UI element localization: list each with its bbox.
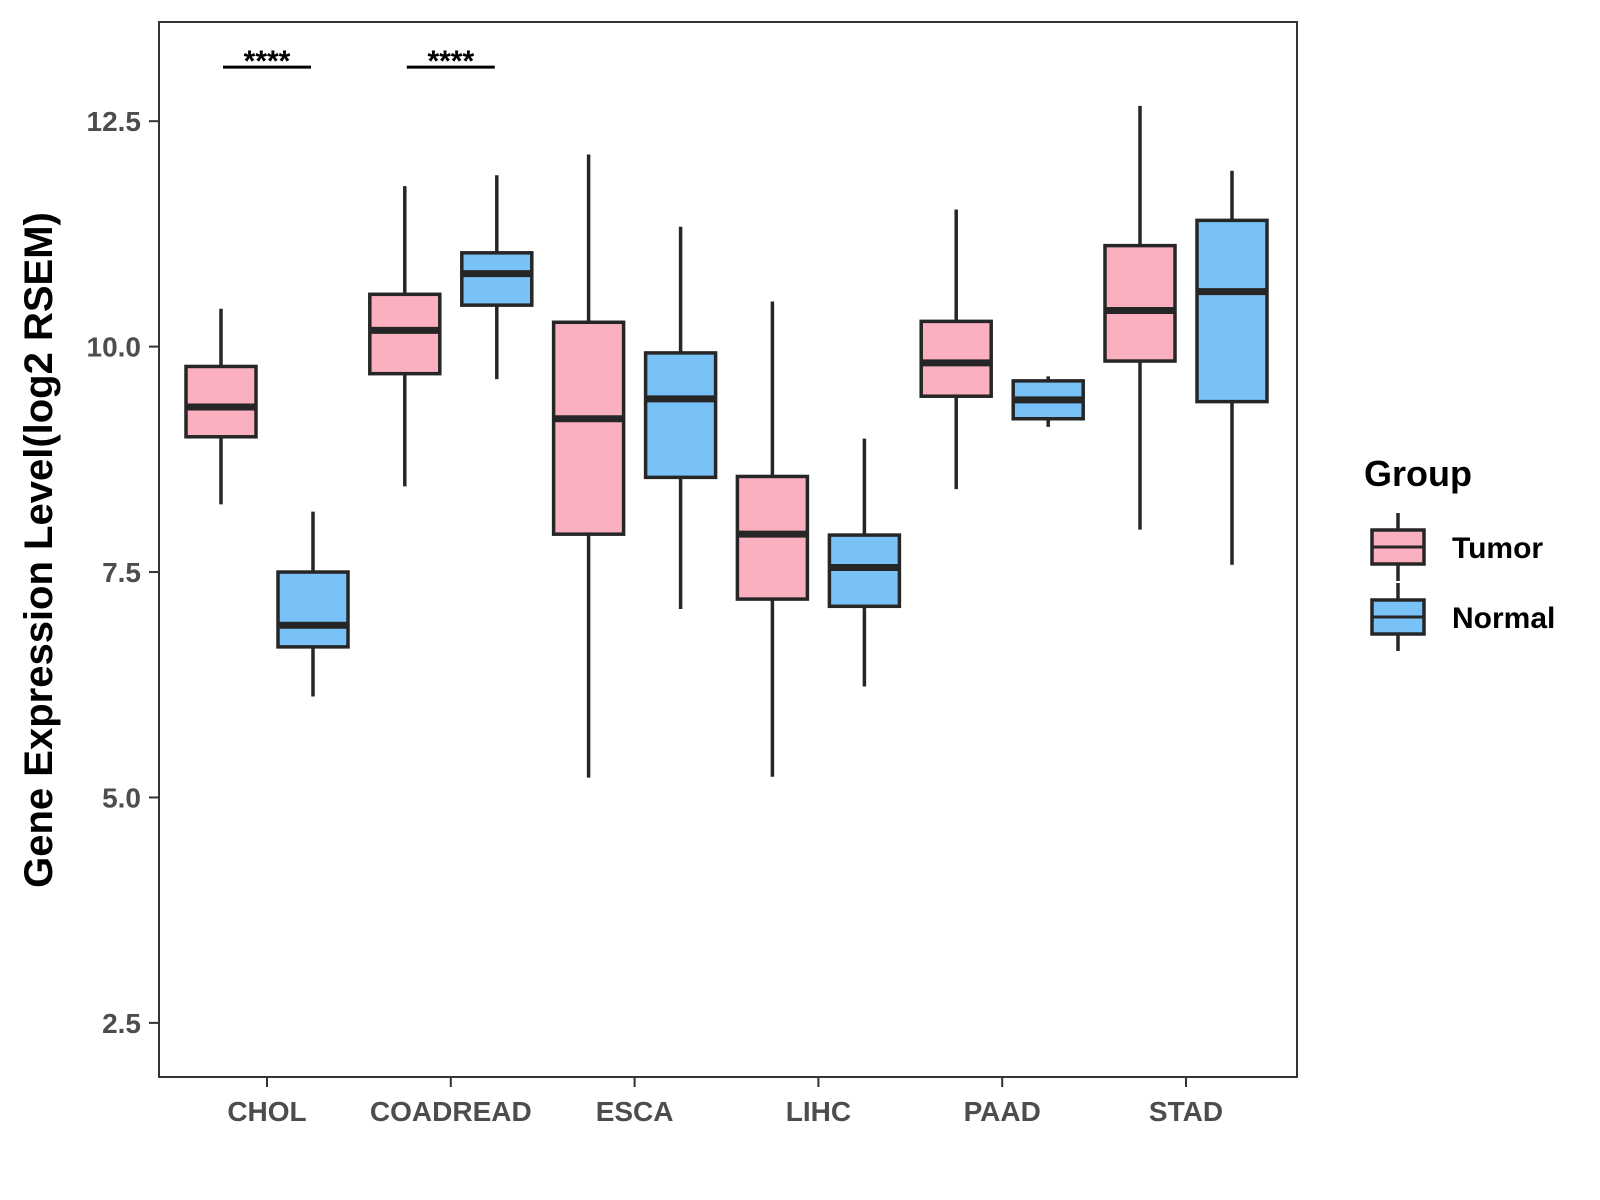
box-body xyxy=(551,320,626,536)
significance-label: **** xyxy=(427,45,474,78)
box-tumor-lihc xyxy=(735,301,810,777)
x-tick-label: PAAD xyxy=(964,1096,1041,1127)
box-tumor-stad xyxy=(1103,105,1177,530)
box-body xyxy=(460,251,534,307)
y-tick-label: 5.0 xyxy=(102,782,141,813)
plot-panel-border xyxy=(158,21,1298,1078)
significance-label: **** xyxy=(244,45,291,78)
legend-label: Tumor xyxy=(1452,532,1543,565)
box-body xyxy=(1195,218,1269,404)
x-tick-label: ESCA xyxy=(596,1096,674,1127)
legend-label: Normal xyxy=(1452,602,1555,635)
box-body xyxy=(643,351,718,480)
box-body xyxy=(919,319,993,398)
box-tumor-coadread xyxy=(368,186,442,487)
box-normal-coadread xyxy=(460,175,534,380)
box-body xyxy=(276,570,350,649)
significance-coadread: **** xyxy=(406,45,495,78)
axis-layer: 2.5 5.0 7.5 10.0 12.5 CHOL COADREAD ESCA LIHC PAA… xyxy=(87,106,1224,1127)
box-normal-paad xyxy=(1011,376,1085,427)
y-tick-label: 12.5 xyxy=(87,106,142,137)
box-tumor-chol xyxy=(184,308,258,505)
box-body xyxy=(1103,243,1177,363)
legend: Group Tumor Normal xyxy=(1364,453,1555,651)
box-body xyxy=(184,364,258,439)
x-tick-label: COADREAD xyxy=(370,1096,532,1127)
x-tick-label: STAD xyxy=(1149,1096,1223,1127)
box-body xyxy=(368,292,442,376)
y-tick-label: 10.0 xyxy=(87,332,142,363)
box-normal-esca xyxy=(643,226,718,610)
legend-item-normal: Normal xyxy=(1370,583,1555,651)
y-tick-label: 2.5 xyxy=(102,1008,141,1039)
significance-chol: **** xyxy=(223,45,311,78)
x-tick-label: LIHC xyxy=(786,1096,851,1127)
box-body xyxy=(735,474,810,601)
y-axis-title: Gene Expression Level(log2 RSEM) xyxy=(17,212,61,888)
legend-item-tumor: Tumor xyxy=(1370,513,1543,581)
box-tumor-paad xyxy=(919,209,993,490)
legend-title: Group xyxy=(1364,453,1472,494)
plot-layer: **** **** xyxy=(184,45,1269,778)
box-tumor-esca xyxy=(551,154,626,778)
box-normal-stad xyxy=(1195,170,1269,565)
x-tick-label: CHOL xyxy=(227,1096,306,1127)
box-normal-lihc xyxy=(827,438,902,687)
box-normal-chol xyxy=(276,511,350,697)
y-tick-label: 7.5 xyxy=(102,557,141,588)
